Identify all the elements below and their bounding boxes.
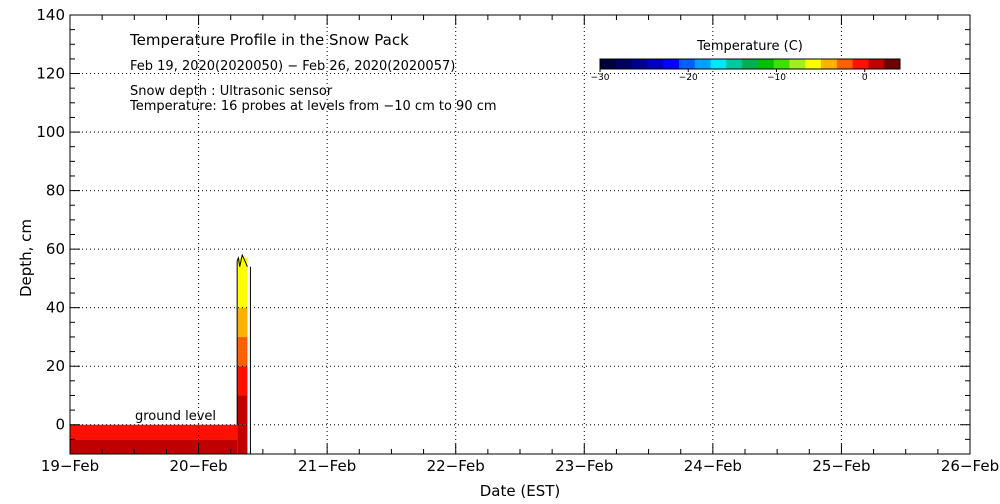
colorbar-segment	[789, 59, 806, 69]
y-tick-label: 80	[46, 182, 65, 200]
y-tick-label: 20	[46, 357, 65, 375]
colorbar-segment	[710, 59, 727, 69]
y-tick-label: 120	[36, 65, 65, 83]
snow-depth-series	[236, 253, 251, 454]
temperature-cell	[237, 366, 248, 396]
y-axis-title: Depth, cm	[17, 219, 35, 297]
ground-level-label: ground level	[135, 409, 216, 424]
chart-subtitle: Feb 19, 2020(2020050) − Feb 26, 2020(202…	[130, 59, 455, 74]
colorbar-segment	[663, 59, 680, 69]
x-tick-label: 19−Feb	[41, 457, 99, 475]
temperature-cell	[237, 307, 248, 337]
y-tick-label: 100	[36, 123, 65, 141]
x-tick-label: 25−Feb	[812, 457, 870, 475]
grid-lines	[70, 15, 970, 454]
y-tick-label: 60	[46, 240, 65, 258]
x-tick-label: 20−Feb	[169, 457, 227, 475]
temperature-cell	[237, 336, 248, 352]
y-tick-label: 140	[36, 6, 65, 24]
colorbar-segment	[852, 59, 869, 69]
y-tick-label: 0	[55, 416, 65, 434]
plot-frame	[69, 14, 971, 455]
temperature-cell	[70, 439, 238, 454]
colorbar-tick-label: −20	[679, 73, 698, 83]
colorbar-segment	[615, 59, 633, 69]
x-axis-title: Date (EST)	[480, 482, 561, 500]
temperature-cell	[237, 257, 248, 279]
colorbar-segment	[678, 59, 696, 69]
colorbar-segment	[836, 59, 854, 69]
tick-labels: 19−Feb 20−Feb 21−Feb 22−Feb 23−Feb 24−Feb 25−F…	[36, 6, 999, 475]
colorbar-segment	[773, 59, 790, 69]
colorbar-segment	[631, 59, 648, 69]
colorbar-tick-label: 0	[862, 73, 868, 83]
colorbar-segment	[742, 59, 759, 69]
note-snow-depth: Snow depth : Ultrasonic sensor	[130, 84, 333, 99]
x-tick-label: 26−Feb	[941, 457, 999, 475]
tick-marks	[69, 14, 971, 455]
colorbar: −30 −20 −10 0	[591, 58, 901, 83]
note-temperature: Temperature: 16 probes at levels from −1…	[129, 99, 497, 114]
colorbar-segment	[884, 59, 901, 69]
colorbar-segment	[821, 59, 838, 69]
colorbar-segment	[694, 59, 712, 69]
x-tick-label: 23−Feb	[555, 457, 613, 475]
temperature-cell	[237, 424, 248, 454]
axes	[69, 14, 971, 455]
colorbar-segment	[805, 59, 822, 69]
colorbar-segment	[647, 59, 664, 69]
temperature-cell	[237, 278, 248, 308]
snow-depth-line	[236, 253, 248, 267]
colorbar-segment	[600, 59, 617, 69]
heatmap-cells	[70, 257, 248, 454]
temperature-cell	[237, 395, 248, 425]
temperature-cell	[70, 424, 238, 440]
colorbar-title: Temperature (C)	[696, 39, 803, 54]
colorbar-tick-label: −10	[767, 73, 786, 83]
x-tick-label: 22−Feb	[427, 457, 485, 475]
x-tick-label: 21−Feb	[298, 457, 356, 475]
colorbar-segment	[757, 59, 775, 69]
chart-title: Temperature Profile in the Snow Pack	[129, 31, 409, 49]
colorbar-frame	[599, 58, 901, 70]
colorbar-segment	[726, 59, 743, 69]
x-tick-label: 24−Feb	[684, 457, 742, 475]
colorbar-segment	[868, 59, 885, 69]
temperature-cell	[237, 351, 248, 367]
y-tick-label: 40	[46, 299, 65, 317]
colorbar-tick-label: −30	[591, 73, 610, 83]
